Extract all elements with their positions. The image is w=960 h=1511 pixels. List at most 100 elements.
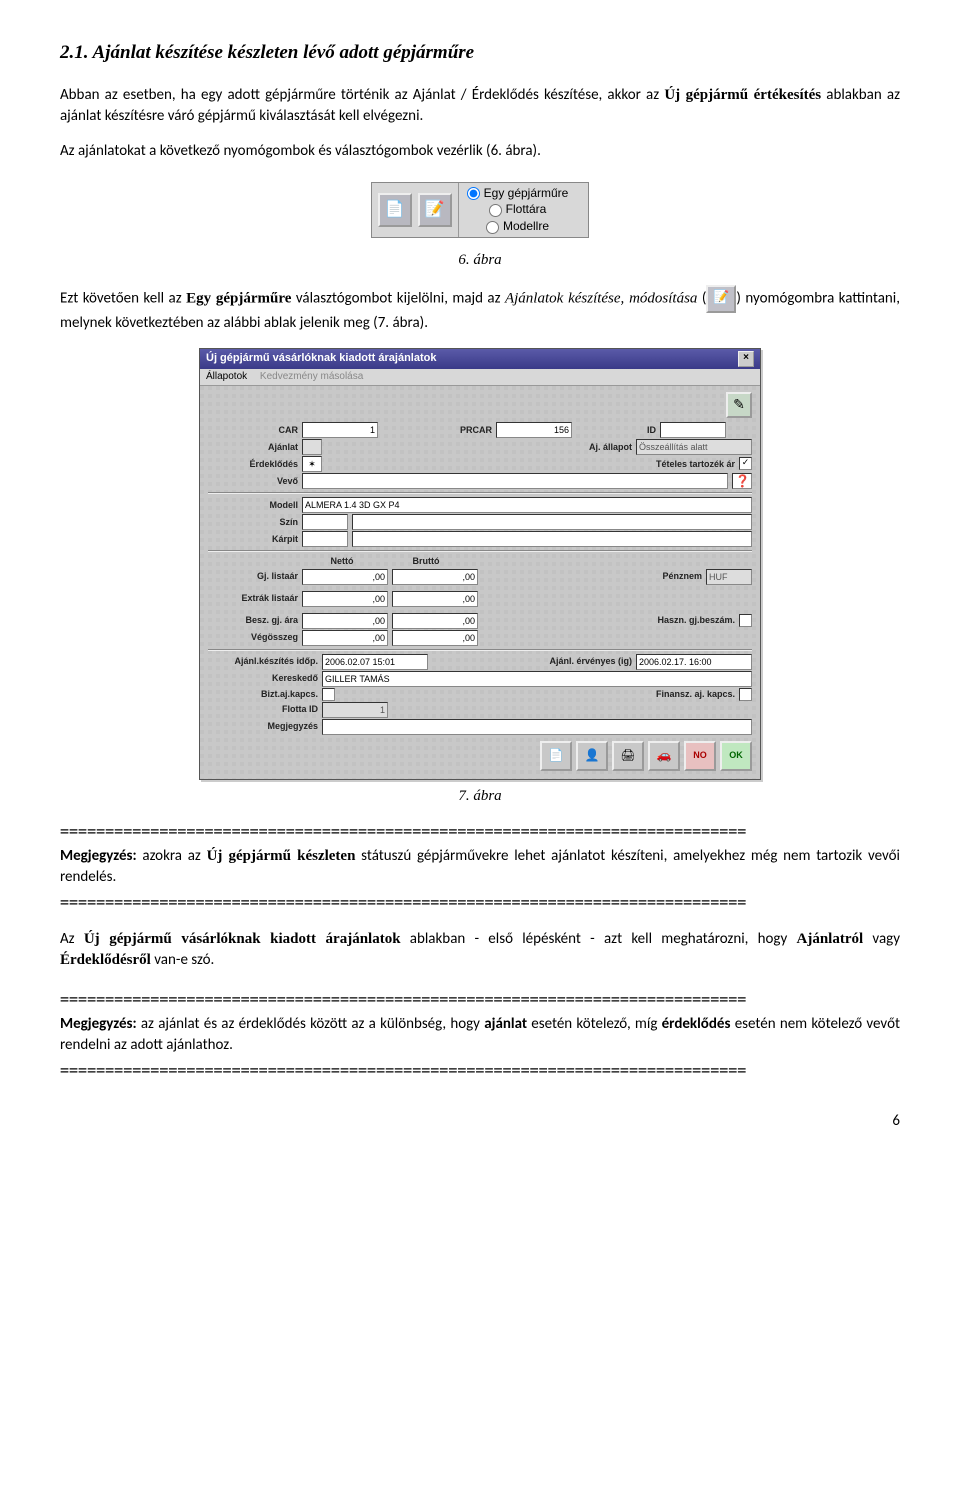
- paragraph-2: Az ajánlatokat a következő nyomógombok é…: [60, 141, 900, 162]
- note-1: Megjegyzés: azokra az Új gépjármű készle…: [60, 846, 900, 888]
- toolbar-car-icon[interactable]: 🚗: [648, 741, 680, 771]
- radio-input[interactable]: [489, 204, 502, 217]
- figure-caption-6: 6. ábra: [60, 250, 900, 271]
- text: van-e szó.: [151, 951, 215, 969]
- text: azokra az: [137, 847, 207, 865]
- penznem-label: Pénznem: [662, 570, 702, 583]
- szin-code-field[interactable]: [302, 514, 348, 530]
- karpit-code-field[interactable]: [302, 531, 348, 547]
- flotta-label: Flotta ID: [208, 703, 318, 716]
- penznem-field: HUF: [706, 569, 752, 585]
- text: az ajánlat és az érdeklődés között az a …: [137, 1015, 485, 1033]
- vegosszeg-netto-field[interactable]: ,00: [302, 630, 388, 646]
- paragraph-3: Ezt követően kell az Egy gépjárműre vála…: [60, 285, 900, 334]
- ajanlat-label: Ajánlat: [208, 441, 298, 454]
- bold-term: Ajánlatról: [797, 931, 864, 947]
- bold-term: érdeklődés: [662, 1015, 731, 1033]
- ervenyes-field[interactable]: 2006.02.17. 16:00: [636, 654, 752, 670]
- menu-item-copy-discount: Kedvezmény másolása: [260, 371, 363, 382]
- erdeklodes-field[interactable]: ✶: [302, 456, 322, 472]
- bizt-label: Bizt.aj.kapcs.: [208, 688, 318, 701]
- extrak-brutto-field[interactable]: ,00: [392, 591, 478, 607]
- vegosszeg-brutto-field[interactable]: ,00: [392, 630, 478, 646]
- note-2: Megjegyzés: az ajánlat és az érdeklődés …: [60, 1014, 900, 1056]
- toolbar-doc-icon[interactable]: 📄: [540, 741, 572, 771]
- radio-input[interactable]: [467, 187, 480, 200]
- create-offer-icon[interactable]: 📝: [418, 193, 452, 227]
- bold-term: Egy gépjárműre: [186, 291, 291, 307]
- panel-icons: 📄 📝: [372, 183, 459, 237]
- extrak-label: Extrák listaár: [208, 592, 298, 605]
- paragraph-4: Az Új gépjármű vásárlóknak kiadott árajá…: [60, 929, 900, 971]
- szin-label: Szín: [208, 516, 298, 529]
- kereskedo-label: Kereskedő: [208, 672, 318, 685]
- szin-name-field[interactable]: [352, 514, 752, 530]
- text: esetén kötelező, míg: [527, 1015, 662, 1033]
- ajanlat-field[interactable]: [302, 439, 322, 455]
- prcar-field[interactable]: 156: [496, 422, 572, 438]
- gjlistaar-brutto-field[interactable]: ,00: [392, 569, 478, 585]
- finansz-label: Finansz. aj. kapcs.: [656, 688, 735, 701]
- karpit-label: Kárpit: [208, 533, 298, 546]
- teteles-label: Tételes tartozék ár: [656, 458, 735, 471]
- gjlistaar-netto-field[interactable]: ,00: [302, 569, 388, 585]
- section-heading: 2.1. Ajánlat készítése készleten lévő ad…: [60, 40, 900, 67]
- haszn-label: Haszn. gj.beszám.: [657, 614, 735, 627]
- aj-allapot-label: Aj. állapot: [572, 441, 632, 454]
- dialog-menubar: Állapotok Kedvezmény másolása: [200, 369, 760, 386]
- vevo-field[interactable]: [302, 473, 728, 489]
- haszn-checkbox[interactable]: [739, 614, 752, 627]
- keszites-field[interactable]: 2006.02.07 15:01: [322, 654, 428, 670]
- toolbar-user-icon[interactable]: 👤: [576, 741, 608, 771]
- prcar-label: PRCAR: [382, 424, 492, 437]
- radio-input[interactable]: [486, 221, 499, 234]
- text: Ezt követően kell az: [60, 290, 186, 308]
- radio-single-vehicle[interactable]: Egy gépjárműre: [467, 185, 569, 202]
- besz-netto-field[interactable]: ,00: [302, 613, 388, 629]
- karpit-name-field[interactable]: [352, 531, 752, 547]
- paragraph-1: Abban az esetben, ha egy adott gépjárműr…: [60, 85, 900, 127]
- megjegyzes-field[interactable]: [322, 719, 752, 735]
- extrak-netto-field[interactable]: ,00: [302, 591, 388, 607]
- brutto-label: Bruttó: [386, 555, 466, 568]
- besz-brutto-field[interactable]: ,00: [392, 613, 478, 629]
- bold-term: Új gépjármű készleten: [207, 848, 356, 864]
- car-field[interactable]: 1: [302, 422, 378, 438]
- offers-list-icon[interactable]: 📄: [378, 193, 412, 227]
- radio-label: Flottára: [506, 202, 547, 216]
- ok-button[interactable]: OK: [720, 741, 752, 771]
- bold-term: Új gépjármű értékesítés: [664, 87, 821, 103]
- gjlistaar-label: Gj. listaár: [208, 570, 298, 583]
- bizt-checkbox[interactable]: [322, 688, 335, 701]
- teteles-checkbox[interactable]: ✓: [739, 457, 752, 470]
- text: Abban az esetben, ha egy adott gépjárműr…: [60, 86, 664, 104]
- vegosszeg-label: Végösszeg: [208, 631, 298, 644]
- text: ablakban - első lépésként - azt kell meg…: [401, 930, 797, 948]
- close-icon[interactable]: ×: [738, 351, 754, 367]
- radio-fleet[interactable]: Flottára: [467, 201, 569, 218]
- vevo-help-icon[interactable]: ❓: [732, 473, 752, 489]
- finansz-checkbox[interactable]: [739, 688, 752, 701]
- dialog-titlebar: Új gépjármű vásárlóknak kiadott árajánla…: [200, 349, 760, 369]
- car-label: CAR: [208, 424, 298, 437]
- edit-icon[interactable]: ✎: [726, 392, 752, 418]
- kereskedo-field[interactable]: GILLER TAMÁS: [322, 671, 752, 687]
- keszites-label: Ajánl.készítés időp.: [208, 655, 318, 668]
- text: Az: [60, 930, 84, 948]
- bold-term: Érdeklődésről: [60, 952, 151, 968]
- id-field[interactable]: [660, 422, 726, 438]
- divider: ========================================…: [60, 821, 900, 842]
- vevo-label: Vevő: [208, 475, 298, 488]
- text: választógombot kijelölni, majd az: [291, 290, 505, 308]
- text: (: [697, 290, 706, 308]
- italic-term: Ajánlatok készítése, módosítása: [505, 291, 697, 307]
- radio-label: Egy gépjárműre: [484, 186, 569, 200]
- toolbar-printer-icon[interactable]: 🖨: [612, 741, 644, 771]
- no-button[interactable]: NO: [684, 741, 716, 771]
- modell-field[interactable]: ALMERA 1.4 3D GX P4: [302, 497, 752, 513]
- note-label: Megjegyzés:: [60, 847, 137, 865]
- menu-item-states[interactable]: Állapotok: [206, 371, 247, 382]
- page-number: 6: [60, 1111, 900, 1132]
- divider: ========================================…: [60, 989, 900, 1010]
- radio-model[interactable]: Modellre: [467, 218, 569, 235]
